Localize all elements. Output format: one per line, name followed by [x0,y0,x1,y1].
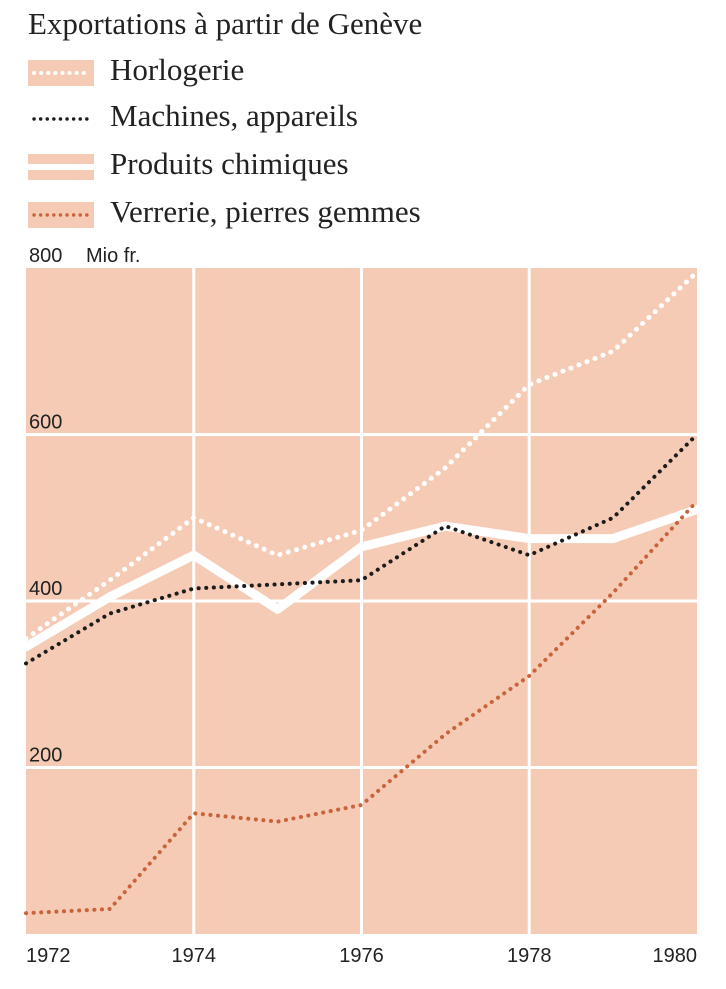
series-lines [21,269,702,916]
grid-lines [26,268,697,934]
y-tick-label-600: 600 [29,412,62,434]
x-tick-labels: 1972 1974 1976 1978 1980 [26,945,697,967]
legend-item-horlogerie: Horlogerie [28,52,628,96]
y-tick-label-200: 200 [29,745,62,767]
legend-swatch-produits-chimiques [28,154,94,180]
legend-swatch-verrerie [28,202,94,228]
legend-swatch-machines [28,106,94,132]
y-axis-unit-label: Mio fr. [86,245,140,267]
legend-label-produits-chimiques: Produits chimiques [110,146,349,181]
x-tick-label-1972: 1972 [26,945,71,967]
chart-title: Exportations à partir de Genève [28,6,423,41]
legend-label-horlogerie: Horlogerie [110,52,245,87]
legend-swatch-horlogerie [28,60,94,86]
y-tick-label-400: 400 [29,578,62,600]
y-tick-label-800: 800 [29,245,62,267]
x-tick-label-1974: 1974 [172,945,217,967]
x-tick-label-1978: 1978 [507,945,552,967]
y-tick-labels: 800 600 400 200 [29,245,62,767]
x-tick-label-1976: 1976 [339,945,384,967]
series-line-horlogerie [23,269,700,641]
legend-label-machines: Machines, appareils [110,98,358,133]
series-line-produits-chimiques [21,504,702,652]
x-tick-label-1980: 1980 [653,945,698,967]
legend-label-verrerie: Verrerie, pierres gemmes [110,194,421,229]
series-line-verrerie [24,499,699,916]
legend-item-machines: Machines, appareils [28,98,628,142]
legend-item-verrerie: Verrerie, pierres gemmes [28,194,628,238]
legend-item-produits-chimiques: Produits chimiques [28,146,628,190]
